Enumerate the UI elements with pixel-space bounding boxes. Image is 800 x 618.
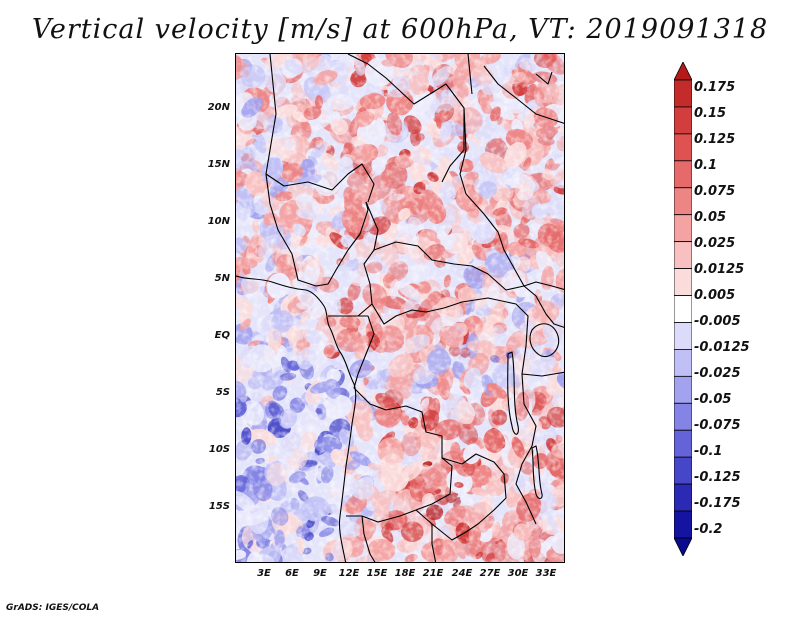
lon-label-21e: 21E — [422, 568, 444, 579]
lon-label-33e: 33E — [535, 568, 557, 579]
colorbar-label-10: -0.005 — [694, 314, 741, 329]
footer-credit: GrADS: IGES/COLA — [6, 603, 100, 613]
colorbar-label-3: 0.125 — [694, 132, 736, 147]
colorbar-label-11: -0.0125 — [694, 340, 750, 355]
colorbar-band — [674, 483, 692, 512]
border-car — [373, 241, 537, 297]
colorbar-label-16: -0.125 — [694, 470, 741, 485]
colorbar-band — [674, 133, 692, 162]
lat-label-5s: 5S — [215, 387, 230, 398]
lat-label-10n: 10N — [207, 216, 230, 227]
fine-structure-overlay — [236, 54, 564, 562]
colorbar-band — [674, 79, 692, 108]
colorbar-label-14: -0.075 — [694, 418, 741, 433]
colorbar-band — [674, 349, 692, 377]
chart-title: Vertical velocity [m/s] at 600hPa, VT: 2… — [31, 14, 769, 45]
lat-label-5n: 5N — [214, 273, 230, 284]
lon-label-18e: 18E — [394, 568, 416, 579]
border-south — [361, 515, 437, 562]
colorbar-band — [674, 268, 692, 296]
border-niger-chad — [347, 54, 465, 183]
lat-label-15s: 15S — [208, 501, 230, 512]
velocity-map — [235, 53, 565, 563]
lon-label-15e: 15E — [366, 568, 388, 579]
colorbar-band — [674, 510, 692, 539]
colorbar-label-7: 0.025 — [694, 236, 736, 251]
lon-label-6e: 6E — [285, 568, 299, 579]
lake-malawi — [531, 445, 543, 500]
lon-label-3e: 3E — [257, 568, 271, 579]
colorbar-label-5: 0.075 — [694, 184, 736, 199]
colorbar-band — [674, 456, 692, 485]
colorbar-band — [674, 537, 692, 556]
lat-label-10s: 10S — [208, 444, 230, 455]
colorbar-band — [674, 295, 692, 323]
colorbar-band — [674, 429, 692, 458]
colorbar-label-17: -0.175 — [694, 496, 741, 511]
border-congo — [346, 315, 375, 389]
colorbar-band — [674, 187, 692, 216]
coastline-west — [236, 275, 357, 562]
colorbar-label-1: 0.175 — [694, 80, 736, 95]
border-zambia — [415, 453, 507, 541]
colorbar-band — [674, 322, 692, 350]
border-east — [521, 281, 564, 377]
colorbar — [674, 62, 692, 556]
colorbar-label-4: 0.1 — [694, 158, 718, 173]
colorbar-band — [674, 375, 692, 404]
lon-label-12e: 12E — [338, 568, 360, 579]
colorbar-band — [674, 214, 692, 243]
velocity-field-canvas — [236, 54, 564, 562]
colorbar-label-13: -0.05 — [694, 392, 732, 407]
border-chad-sudan — [459, 107, 525, 287]
colorbar-band — [674, 62, 692, 81]
colorbar-band — [674, 106, 692, 135]
colorbar-label-12: -0.025 — [694, 366, 741, 381]
colorbar-label-6: 0.05 — [694, 210, 727, 225]
colorbar-label-2: 0.15 — [694, 106, 727, 121]
lat-label-15n: 15N — [207, 159, 230, 170]
colorbar-band — [674, 160, 692, 189]
colorbar-label-8: 0.0125 — [694, 262, 745, 277]
colorbar-label-9: 0.005 — [694, 288, 736, 303]
lon-label-27e: 27E — [479, 568, 501, 579]
colorbar-label-18: -0.2 — [694, 522, 723, 537]
lake-tanganyika — [507, 351, 519, 435]
lat-label-eq: EQ — [214, 330, 230, 341]
colorbar-label-15: -0.1 — [694, 444, 723, 459]
colorbar-band — [674, 241, 692, 269]
lon-label-24e: 24E — [451, 568, 473, 579]
lake-victoria — [529, 323, 560, 358]
lon-label-30e: 30E — [507, 568, 529, 579]
nile-region — [467, 54, 564, 124]
country-borders — [236, 54, 564, 562]
border-nigeria — [265, 173, 369, 287]
lon-label-9e: 9E — [313, 568, 327, 579]
border-drc — [371, 297, 537, 525]
border-mali-niger — [265, 54, 375, 203]
border-angola — [346, 387, 453, 523]
lat-label-20n: 20N — [207, 102, 230, 113]
colorbar-band — [674, 402, 692, 431]
